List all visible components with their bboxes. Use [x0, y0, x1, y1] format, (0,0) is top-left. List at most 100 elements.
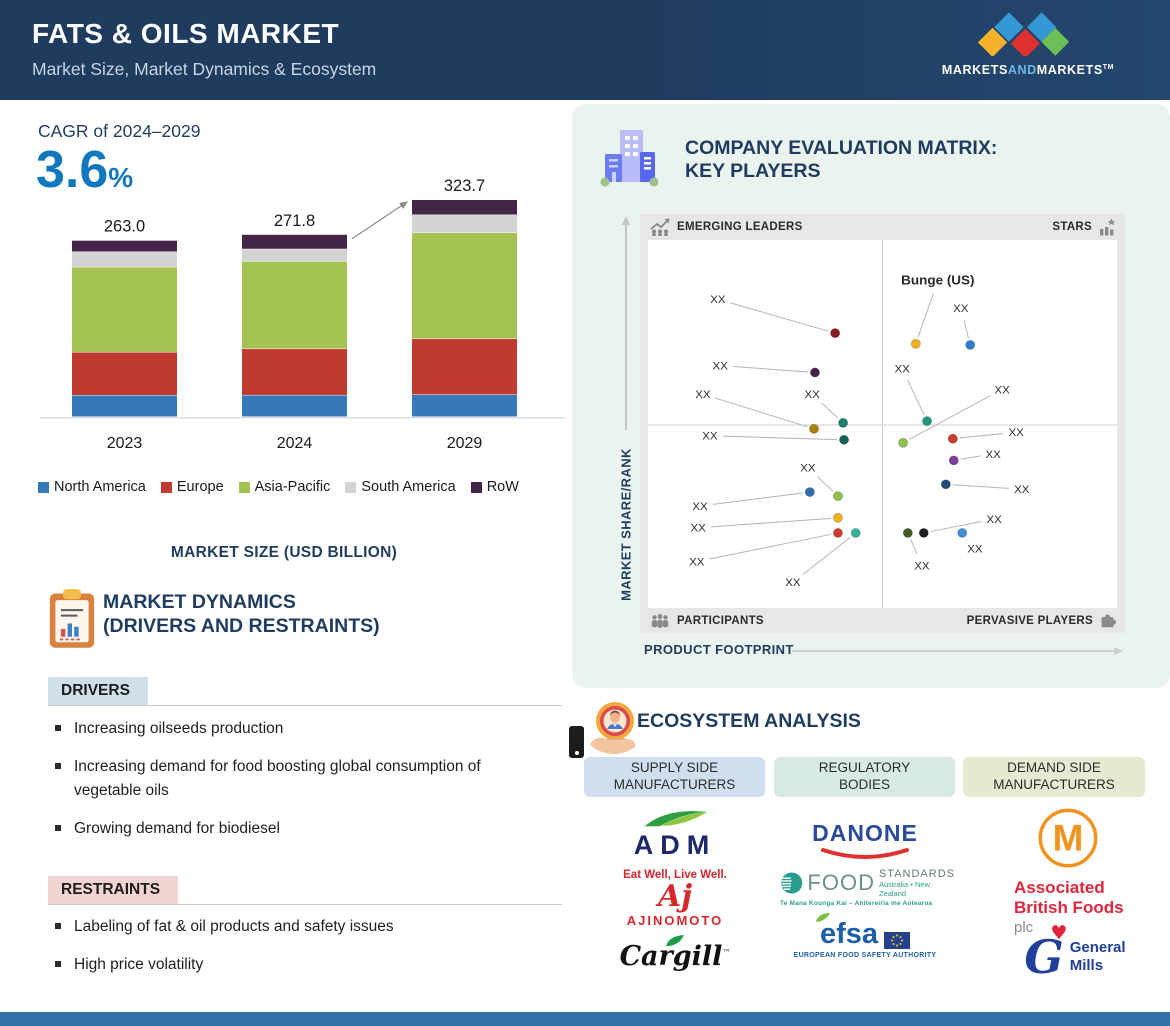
- column-header-regulatory: REGULATORY BODIES: [774, 757, 955, 797]
- quadrant-label-participants: PARTICIPANTS: [677, 614, 764, 627]
- bullet-icon: [55, 923, 61, 929]
- x-axis-arrowhead: [1114, 646, 1123, 655]
- matrix-point-label: XX: [986, 449, 1002, 461]
- matrix-point: [833, 491, 843, 501]
- list-item: Increasing oilseeds production: [55, 717, 560, 740]
- matrix-heading-line1: COMPANY EVALUATION MATRIX:: [685, 137, 998, 159]
- chart-title: MARKET SIZE (USD BILLION): [170, 544, 398, 561]
- abf-line1: Associated: [1014, 878, 1105, 897]
- matrix-point: [830, 328, 841, 338]
- matrix-scatter: XX XX XX XX XX XX XX XX XX XX Bunge (US) XX XX XX XX XX…: [648, 240, 1117, 608]
- matrix-point-label: XX: [1008, 427, 1024, 439]
- general-mills-line1: General: [1069, 939, 1126, 956]
- legend-item: North America: [38, 479, 146, 495]
- matrix-point-label: XX: [689, 557, 705, 569]
- matrix-point-label: XX: [967, 544, 983, 556]
- bar-segment: [72, 240, 177, 252]
- column-header-line: DEMAND SIDE: [1007, 760, 1101, 776]
- legend-item: Asia-Pacific: [238, 479, 330, 495]
- page-title: FATS & OILS MARKET: [32, 18, 340, 49]
- leader-line: [960, 455, 981, 460]
- emerging-leaders-icon: [650, 218, 670, 236]
- matrix-point-label: XX: [895, 363, 911, 375]
- matrix-point-label: XX: [691, 523, 707, 535]
- matrix-point-label: XX: [914, 560, 930, 572]
- bullet-icon: [55, 763, 61, 770]
- drivers-divider: [48, 705, 562, 706]
- leader-line: [712, 492, 803, 505]
- leader-line: [722, 435, 838, 441]
- matrix-point: [965, 340, 976, 350]
- food-standards-logo: FOOD STANDARDS Australia • New Zealand T…: [780, 868, 955, 907]
- bullet-icon: [55, 824, 61, 831]
- efsa-logo: efsa EUROPEAN FOOD SAFETY AUTHORITY: [790, 913, 940, 959]
- matrix-point: [809, 423, 819, 434]
- leader-line: [963, 320, 969, 339]
- bar-segment: [72, 395, 177, 417]
- x-axis-label: PRODUCT FOOTPRINT: [644, 642, 794, 657]
- adm-leaf-icon: [644, 811, 708, 827]
- y-axis-label: MARKET SHARE/RANK: [618, 448, 634, 601]
- hand-avatar-icon: [590, 702, 636, 755]
- bullet-icon: [55, 961, 61, 968]
- food-standards-word1: FOOD: [807, 870, 875, 895]
- matrix-point: [833, 512, 843, 523]
- matrix-point-label: XX: [702, 431, 718, 443]
- matrix-heading-line2: KEY PLAYERS: [685, 160, 821, 183]
- column-header-line: REGULATORY: [818, 760, 911, 776]
- eu-flag-icon: [884, 932, 911, 949]
- legend-item: Europe: [160, 479, 224, 495]
- matrix-point: [902, 528, 913, 538]
- matrix-point-label: XX: [986, 514, 1002, 526]
- legend-item: RoW: [470, 479, 519, 495]
- column-header-line: MANUFACTURERS: [613, 777, 736, 792]
- matrix-point: [918, 528, 929, 538]
- matrix-point-label: XX: [953, 303, 969, 315]
- list-item: Labeling of fat & oil products and safet…: [55, 915, 560, 938]
- quadrant-label-pervasive-players: PERVASIVE PLAYERS: [966, 614, 1093, 627]
- matrix-point-label: XX: [692, 501, 708, 513]
- leader-line: [917, 292, 935, 338]
- leader-line: [959, 432, 1004, 439]
- list-item: High price volatility: [55, 953, 560, 976]
- matrix-point: [838, 418, 849, 428]
- leader-line: [816, 476, 834, 492]
- bar-segment: [72, 252, 177, 267]
- chart-legend: North America Europe Asia-Pacific South Ame…: [38, 479, 568, 495]
- restraints-tab: RESTRAINTS: [48, 876, 179, 905]
- svg-text:M: M: [1053, 818, 1084, 859]
- abf-monogram-icon: M: [1038, 808, 1098, 868]
- matrix-point: [948, 455, 959, 466]
- puzzle-icon: [1101, 614, 1116, 628]
- matrix-point-label: XX: [785, 577, 801, 589]
- bar-category-label: 2029: [447, 435, 483, 452]
- column-header-supply-side: SUPPLY SIDE MANUFACTURERS: [584, 757, 765, 797]
- leader-line: [907, 379, 925, 415]
- ajinomoto-wordmark: AJINOMOTO: [626, 912, 724, 928]
- matrix-top-quadrant-bar: EMERGING LEADERS STARS: [640, 214, 1125, 240]
- matrix-point: [922, 416, 932, 426]
- bar-category-label: 2023: [107, 435, 143, 452]
- matrix-point-label-bunge: Bunge (US): [901, 273, 974, 288]
- bar-segment: [242, 349, 347, 395]
- drivers-list: Increasing oilseeds production Increasin…: [55, 717, 560, 855]
- bar-category-label: 2024: [277, 435, 313, 452]
- column-header-line: BODIES: [838, 777, 890, 792]
- leader-line: [909, 395, 991, 440]
- column-header-line: MANUFACTURERS: [993, 777, 1115, 792]
- bar-total-label: 263.0: [104, 218, 145, 236]
- general-mills-logo: G ♥ General Mills: [1000, 924, 1150, 981]
- y-axis-line: [625, 225, 627, 430]
- matrix-heading: COMPANY EVALUATION MATRIX: KEY PLAYERS: [685, 137, 997, 184]
- leader-line: [709, 533, 832, 560]
- legend-label: South America: [361, 479, 456, 495]
- legend-swatch: [345, 481, 357, 493]
- bar-segment: [72, 352, 177, 395]
- market-dynamics-heading-line1: MARKET DYNAMICS: [103, 591, 296, 613]
- matrix-point: [898, 437, 909, 448]
- legend-swatch: [160, 481, 172, 493]
- matrix-point: [940, 479, 951, 490]
- restraint-text: High price volatility: [74, 956, 204, 974]
- general-mills-wordmark: General Mills: [1070, 939, 1126, 975]
